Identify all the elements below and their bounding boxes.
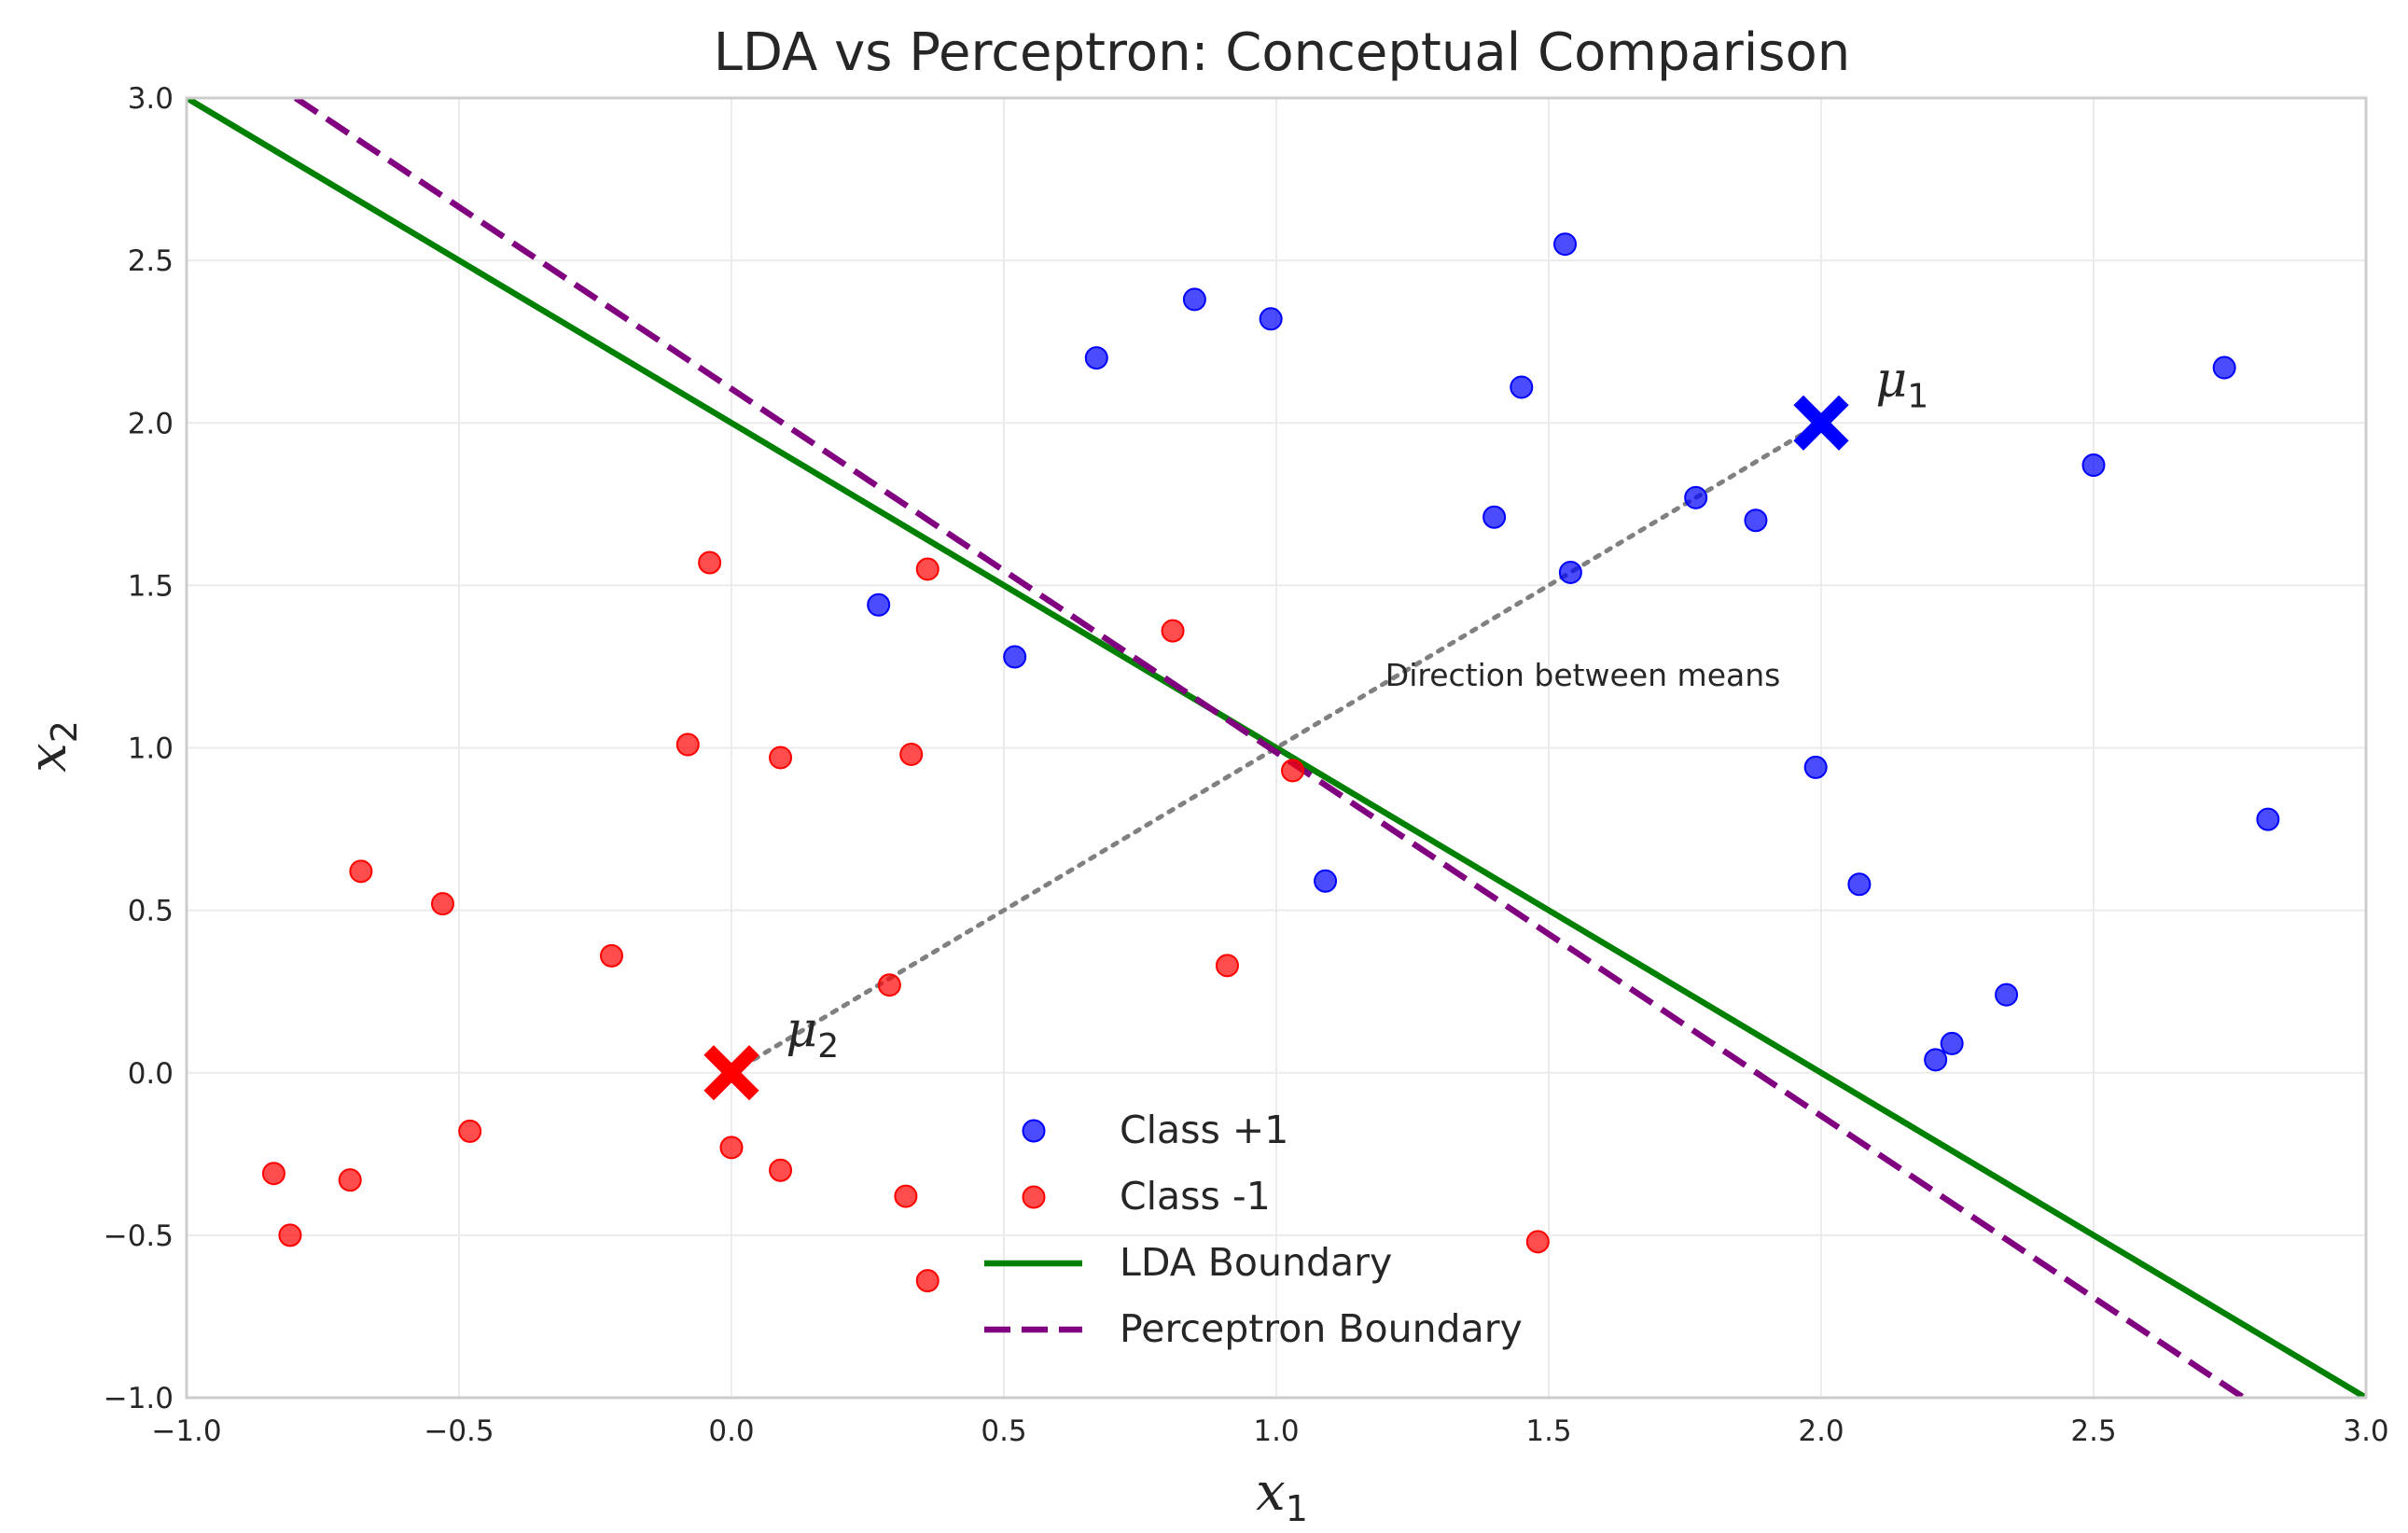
class-neg-point [1525,1230,1550,1254]
class-neg-point [877,973,901,997]
axis-ticks: −1.0 −0.5 0.0 0.5 1.0 1.5 2.0 2.5 3.0 −1.0 −0.5 0.0… [104,82,2389,1448]
y-tick-label: 0.5 [128,895,174,928]
legend-marker [1022,1185,1046,1209]
y-tick-label: 0.0 [128,1057,174,1091]
y-tick-label: −1.0 [104,1382,174,1415]
class-pos-point [1259,307,1283,331]
y-tick-label: −0.5 [104,1219,174,1253]
mean-marker-1 [1793,395,1849,451]
perceptron-boundary-line [293,98,2249,1398]
class-pos-point [1003,645,1027,669]
class-pos-point [2081,453,2106,478]
means-direction-line [729,420,1824,1076]
class-neg-point [698,550,722,575]
class-neg-point [349,859,373,884]
class-pos-point [1684,485,1708,509]
x-axis-label: x1 [1256,1462,1308,1529]
class-neg-point [338,1168,362,1192]
x-tick-label: 0.5 [981,1415,1026,1448]
legend-marker [1022,1119,1046,1143]
class-neg-point [675,732,700,757]
class-neg-point [719,1136,744,1160]
x-tick-label: 2.0 [1798,1415,1844,1448]
x-tick-label: 1.5 [1525,1415,1571,1448]
legend-label: Class +1 [1120,1108,1288,1152]
class-pos-point [1510,375,1534,399]
y-tick-label: 3.0 [128,82,174,116]
class-pos-point [1558,560,1582,584]
y-tick-label: 1.5 [128,569,174,603]
x-tick-label: −1.0 [151,1415,221,1448]
mean-label-1: μ1 [1875,352,1928,415]
class-pos-point [1084,346,1108,370]
class-neg-point [915,1269,940,1293]
legend: Class +1 Class -1 LDA Boundary Perceptron B… [984,1108,1523,1351]
x-tick-label: 3.0 [2343,1415,2388,1448]
class-neg-point [915,557,940,581]
class-neg-point [1281,759,1305,783]
class-pos-point [1847,872,1872,897]
class-pos-point [1482,505,1507,529]
y-tick-label: 1.0 [128,732,174,766]
class-pos-point [1995,983,2019,1007]
class-pos-point [1744,509,1768,533]
class-neg-point [458,1119,482,1143]
class-pos-point [1924,1048,1948,1072]
y-tick-label: 2.0 [128,407,174,440]
class-pos-point [867,592,891,617]
class-neg-point [769,746,793,770]
class-pos-point [1553,232,1578,257]
legend-label: Perceptron Boundary [1120,1306,1523,1351]
class-neg-point [899,742,924,766]
class-pos-point [2212,355,2236,380]
legend-label: LDA Boundary [1120,1240,1392,1285]
x-tick-label: 1.0 [1253,1415,1299,1448]
lda-boundary-line [187,98,2366,1398]
class-neg-point [894,1184,918,1208]
mean-marker-2 [703,1045,759,1101]
class-neg-point [430,892,454,916]
class-neg-point [278,1223,302,1247]
class-neg-point [600,943,624,968]
y-tick-label: 2.5 [128,244,174,278]
plot-frame [185,96,2368,1400]
x-tick-label: 2.5 [2070,1415,2116,1448]
class-pos-point [1314,869,1338,893]
class-pos-point [2256,807,2280,831]
x-tick-label: 0.0 [708,1415,754,1448]
chart-title: LDA vs Perceptron: Conceptual Comparison [714,22,1851,83]
plot-area [187,98,2366,1398]
y-axis-label: x2 [18,720,85,773]
class-neg-point [1161,619,1185,643]
class-neg-point [1215,954,1239,978]
mean-label-2: μ2 [786,1002,839,1066]
class-pos-point [1182,287,1206,312]
annotation-direction: Direction between means [1385,657,1781,693]
class-pos-point [1803,755,1828,779]
class-neg-point [261,1162,285,1186]
class-pos-point [1940,1031,1964,1055]
class-neg-point [769,1158,793,1182]
axis-labels: x1 x2 [18,720,1308,1529]
x-tick-label: −0.5 [424,1415,494,1448]
legend-label: Class -1 [1120,1174,1271,1219]
